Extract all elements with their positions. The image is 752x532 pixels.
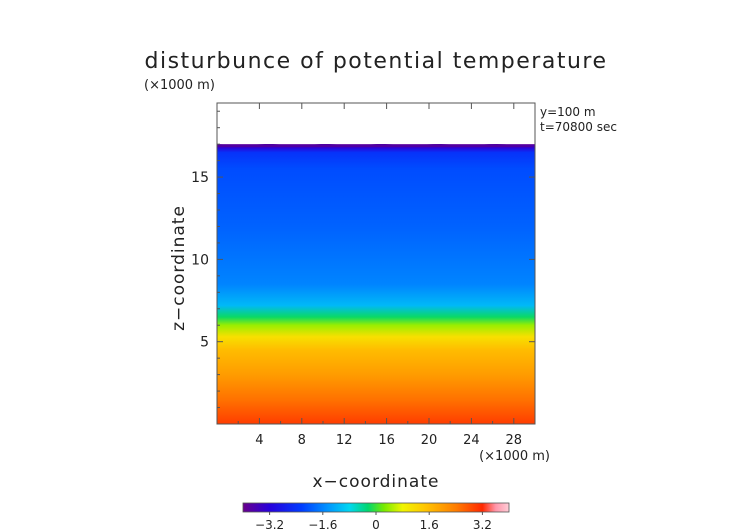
chart-title: disturbunce of potential temperature xyxy=(145,49,608,74)
colorbar-tick-label: −3.2 xyxy=(255,518,284,532)
y-axis-label: z−coordinate xyxy=(169,205,189,331)
x-axis-label: x−coordinate xyxy=(313,472,440,492)
colorbar-tick-label: −1.6 xyxy=(308,518,337,532)
annotation-y: y=100 m xyxy=(540,105,596,119)
colorbar: −3.2 −1.6 0 1.6 3.2 xyxy=(242,502,510,532)
x-tick-label: 28 xyxy=(506,433,523,448)
field-top-edge xyxy=(217,143,535,148)
x-tick-label: 24 xyxy=(463,433,480,448)
x-tick-label: 8 xyxy=(298,433,306,448)
x-tick-label: 4 xyxy=(255,433,263,448)
x-axis-ticks: 4 8 12 16 20 24 28 xyxy=(237,103,523,448)
y-tick-label: 10 xyxy=(191,252,209,268)
annotations: y=100 m t=70800 sec xyxy=(540,105,617,134)
plot-frame xyxy=(216,102,536,425)
x-tick-label: 16 xyxy=(378,433,395,448)
y-axis-ticks: 5 10 15 xyxy=(191,110,535,409)
y-tick-label: 15 xyxy=(191,170,209,186)
heatmap-field xyxy=(217,143,535,424)
colorbar-tick-label: 0 xyxy=(372,518,380,532)
y-unit-label: (×1000 m) xyxy=(144,78,215,93)
annotation-time: t=70800 sec xyxy=(540,120,617,134)
colorbar-tick-label: 1.6 xyxy=(420,518,439,532)
x-unit-label: (×1000 m) xyxy=(479,449,550,464)
colorbar-bar xyxy=(242,502,510,513)
field-fill xyxy=(217,144,535,424)
x-tick-label: 20 xyxy=(421,433,438,448)
y-tick-label: 5 xyxy=(200,335,209,351)
x-tick-label: 12 xyxy=(336,433,353,448)
colorbar-tick-label: 3.2 xyxy=(473,518,492,532)
